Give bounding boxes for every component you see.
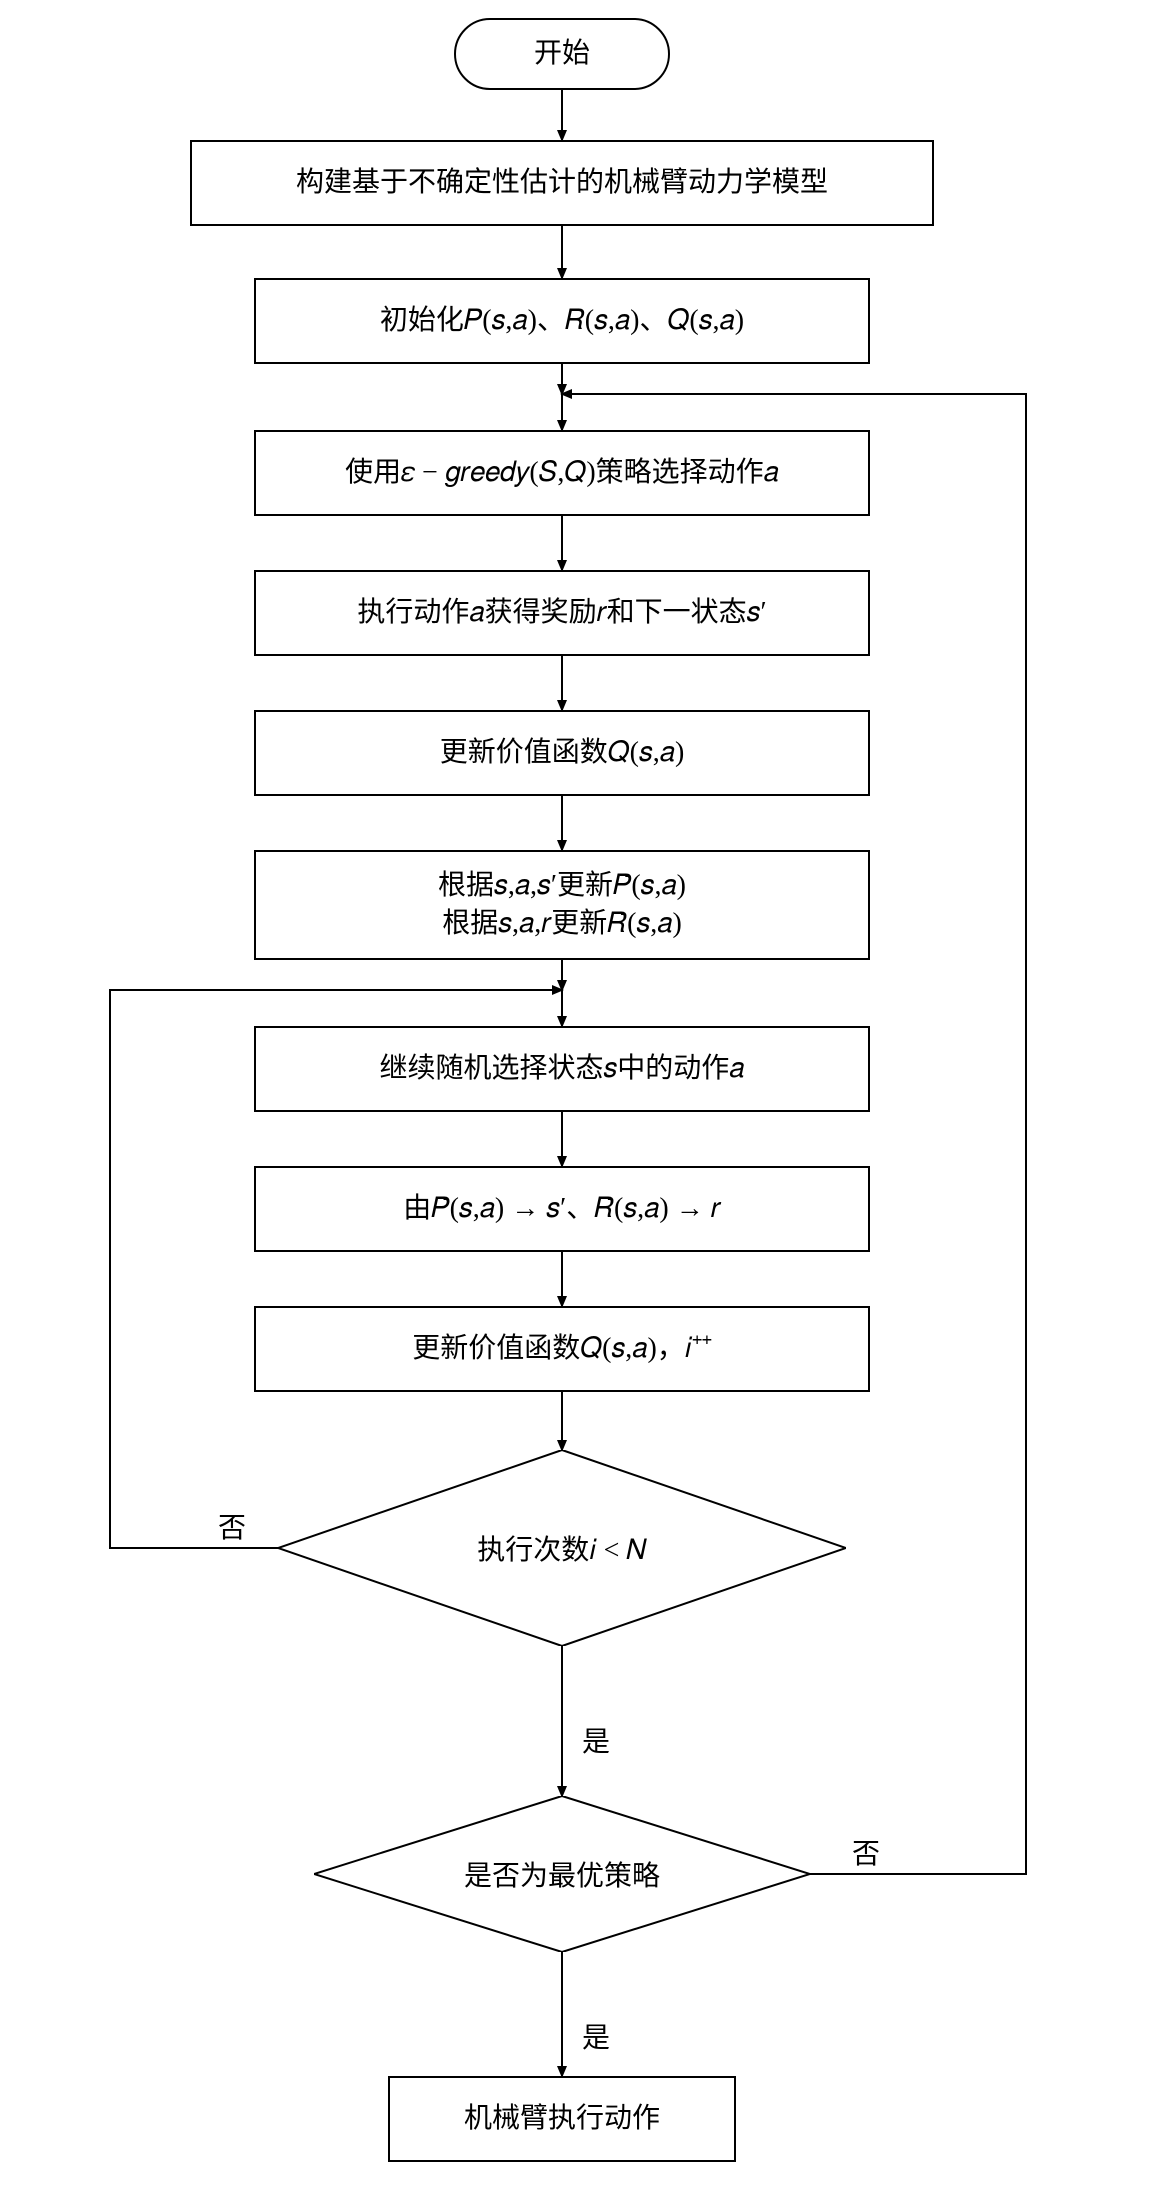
flowchart-node-end: 机械臂执行动作 [388,2076,736,2162]
flowchart-node-label: 根据𝑠,𝑎,𝑠′更新𝑃̇(𝑠,𝑎) 根据𝑠,𝑎,𝑟更新𝑅̇(𝑠,𝑎) [438,867,686,943]
flowchart-edge-label: 否 [218,1506,246,1546]
flowchart-node-start: 开始 [454,18,670,90]
flowchart-node-d2: 是否为最优策略 [314,1796,810,1952]
flowchart-node-n3: 使用𝜀 − 𝑔𝑟𝑒𝑒𝑑𝑦(𝑆,𝑄)策略选择动作𝑎 [254,430,870,516]
flowchart-node-d1: 执行次数𝑖 < 𝑁 [278,1450,846,1646]
flowchart-node-label: 构建基于不确定性估计的机械臂动力学模型 [296,164,828,202]
flowchart-node-n6: 根据𝑠,𝑎,𝑠′更新𝑃̇(𝑠,𝑎) 根据𝑠,𝑎,𝑟更新𝑅̇(𝑠,𝑎) [254,850,870,960]
flowchart-node-label: 执行次数𝑖 < 𝑁 [278,1450,846,1646]
flowchart-node-n4: 执行动作𝑎获得奖励𝑟和下一状态𝑠′ [254,570,870,656]
flowchart-node-label: 初始化𝑃(𝑠,𝑎)、𝑅(𝑠,𝑎)、𝑄(𝑠,𝑎) [380,302,744,340]
flowchart-edge-label: 否 [852,1832,880,1872]
flowchart-edge-label: 是 [582,1720,610,1760]
flowchart-node-n8: 由𝑃̇(𝑠,𝑎) → 𝑠′、𝑅̇(𝑠,𝑎) → 𝑟 [254,1166,870,1252]
flowchart-node-label: 更新价值函数𝑄(𝑠,𝑎) [440,734,685,772]
flowchart-node-label: 使用𝜀 − 𝑔𝑟𝑒𝑒𝑑𝑦(𝑆,𝑄)策略选择动作𝑎 [345,454,779,492]
flowchart-node-n7: 继续随机选择状态𝑠中的动作𝑎 [254,1026,870,1112]
flowchart-node-label: 是否为最优策略 [314,1796,810,1952]
flowchart-node-label: 机械臂执行动作 [464,2100,660,2138]
flowchart-node-label: 开始 [534,35,590,73]
flowchart-node-label: 更新价值函数𝑄(𝑠,𝑎)，𝑖⁺⁺ [412,1330,712,1368]
flowchart-node-n9: 更新价值函数𝑄(𝑠,𝑎)，𝑖⁺⁺ [254,1306,870,1392]
flowchart-node-label: 由𝑃̇(𝑠,𝑎) → 𝑠′、𝑅̇(𝑠,𝑎) → 𝑟 [403,1190,721,1228]
flowchart-node-label: 执行动作𝑎获得奖励𝑟和下一状态𝑠′ [357,594,766,632]
flowchart-node-n5: 更新价值函数𝑄(𝑠,𝑎) [254,710,870,796]
flowchart-node-n2: 初始化𝑃(𝑠,𝑎)、𝑅(𝑠,𝑎)、𝑄(𝑠,𝑎) [254,278,870,364]
flowchart-edge-label: 是 [582,2016,610,2056]
flowchart-node-n1: 构建基于不确定性估计的机械臂动力学模型 [190,140,934,226]
flowchart-node-label: 继续随机选择状态𝑠中的动作𝑎 [379,1050,744,1088]
